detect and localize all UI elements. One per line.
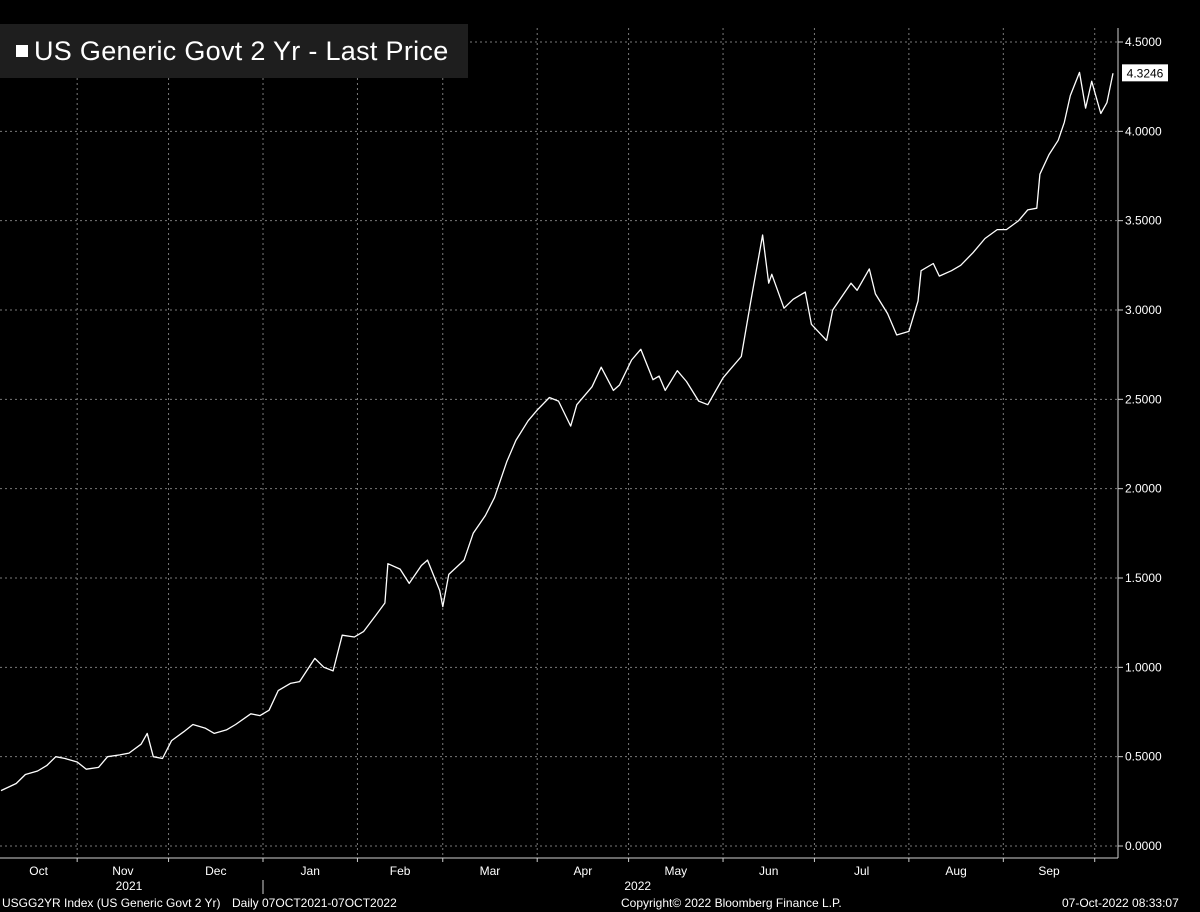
footer-ticker: USGG2YR Index (US Generic Govt 2 Yr) [2, 896, 221, 910]
x-tick-label: Sep [1038, 864, 1060, 878]
x-tick-label: Aug [945, 864, 966, 878]
x-tick-label: Jun [759, 864, 778, 878]
y-tick-label: 1.5000 [1125, 571, 1162, 585]
y-tick-label: 2.5000 [1125, 392, 1162, 406]
x-tick-label: Feb [390, 864, 411, 878]
x-tick-label: Jan [301, 864, 320, 878]
footer-timestamp: 07-Oct-2022 08:33:07 [1062, 896, 1179, 910]
y-tick-label: 0.5000 [1125, 750, 1162, 764]
x-tick-label: May [664, 864, 687, 878]
x-tick-label: Mar [480, 864, 501, 878]
axis-labels: 0.0000 0.5000 1.0000 1.5000 2.0000 2.5000 3.00… [29, 35, 1168, 893]
legend-label: US Generic Govt 2 Yr - Last Price [34, 35, 449, 66]
last-value-label: 4.3246 [1127, 66, 1164, 80]
x-tick-label: Apr [574, 864, 593, 878]
footer-period: Daily 07OCT2021-07OCT2022 [232, 896, 397, 910]
y-tick-label: 1.0000 [1125, 660, 1162, 674]
footer-copyright: Copyright© 2022 Bloomberg Finance L.P. [621, 896, 842, 910]
grid-lines [0, 28, 1118, 858]
x-year-label: 2022 [624, 879, 651, 893]
y-tick-label: 3.0000 [1125, 303, 1162, 317]
y-tick-label: 0.0000 [1125, 839, 1162, 853]
legend: US Generic Govt 2 Yr - Last Price [0, 24, 468, 78]
series-layer [0, 71, 1114, 792]
x-year-label: 2021 [116, 879, 143, 893]
x-tick-label: Oct [29, 864, 48, 878]
legend-swatch [16, 45, 28, 57]
x-tick-label: Nov [112, 864, 133, 878]
y-tick-label: 2.0000 [1125, 482, 1162, 496]
x-tick-label: Jul [854, 864, 869, 878]
x-tick-label: Dec [205, 864, 226, 878]
axes [0, 28, 1123, 894]
series-line [0, 71, 1114, 792]
y-tick-label: 4.0000 [1125, 124, 1162, 138]
last-value-badge [1122, 64, 1168, 82]
y-tick-label: 3.5000 [1125, 214, 1162, 228]
y-tick-label: 4.5000 [1125, 35, 1162, 49]
